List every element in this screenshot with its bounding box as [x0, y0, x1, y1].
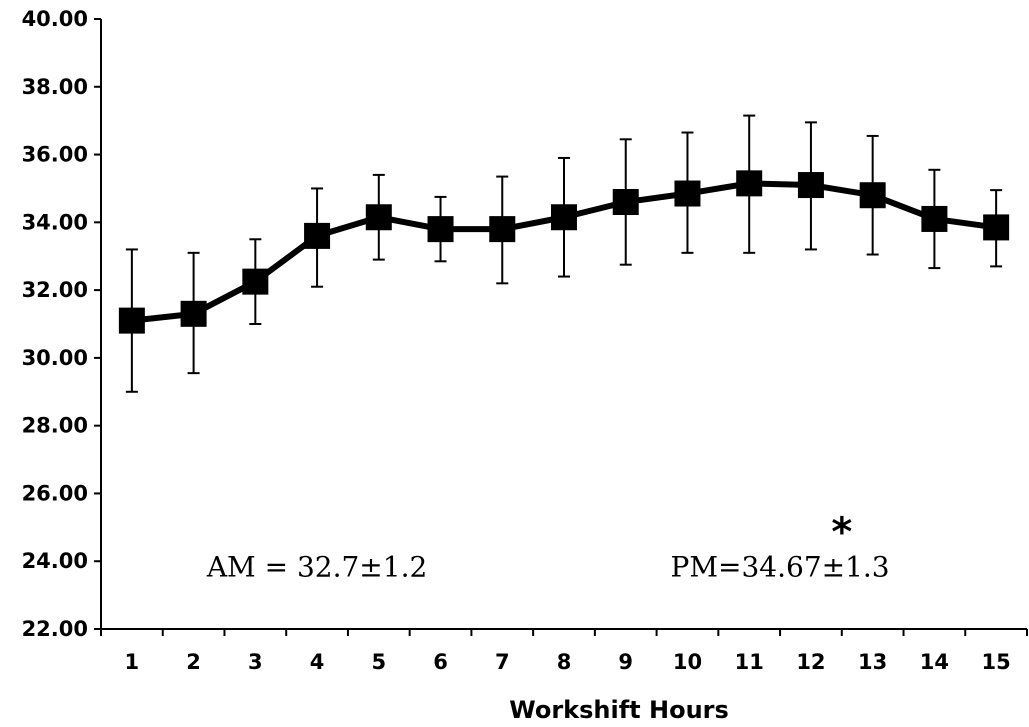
data-point-marker — [427, 216, 454, 243]
y-tick-label: 40.00 — [22, 7, 88, 31]
y-tick-label: 28.00 — [22, 414, 88, 438]
data-point-marker — [242, 268, 269, 295]
x-tick-label: 1 — [125, 650, 140, 674]
x-tick-label: 4 — [310, 650, 325, 674]
data-point-marker — [859, 182, 886, 209]
data-point-marker — [736, 170, 763, 197]
x-tick-label: 11 — [735, 650, 764, 674]
data-point-marker — [674, 180, 701, 207]
x-tick-label: 15 — [982, 650, 1011, 674]
y-tick-label: 30.00 — [22, 346, 88, 370]
x-tick-label: 6 — [433, 650, 448, 674]
y-tick-label: 24.00 — [22, 549, 88, 573]
y-tick-label: 38.00 — [22, 75, 88, 99]
data-point-marker — [180, 300, 207, 327]
data-point-marker — [489, 216, 516, 243]
data-point-marker — [797, 172, 824, 199]
data-point-marker — [365, 204, 392, 231]
x-tick-label: 14 — [920, 650, 949, 674]
x-tick-label: 7 — [495, 650, 510, 674]
y-tick-label: 26.00 — [22, 481, 88, 505]
significance-asterisk: * — [831, 509, 852, 555]
x-tick-label: 12 — [796, 650, 825, 674]
annotation-pm-mean: PM=34.67±1.3 — [671, 550, 890, 583]
data-point-marker — [612, 189, 639, 215]
x-tick-label: 13 — [858, 650, 887, 674]
data-point-marker — [118, 307, 145, 334]
data-point-marker — [921, 205, 948, 232]
y-tick-label: 22.00 — [22, 617, 88, 641]
x-tick-label: 8 — [557, 650, 572, 674]
x-tick-label: 9 — [618, 650, 633, 674]
annotation-am-mean: AM = 32.7±1.2 — [206, 550, 428, 583]
data-point-marker — [983, 214, 1010, 241]
x-tick-label: 2 — [186, 650, 201, 674]
data-point-marker — [304, 222, 331, 249]
x-tick-label: 10 — [673, 650, 702, 674]
y-tick-label: 34.00 — [22, 210, 88, 234]
x-axis-title: Workshift Hours — [509, 696, 729, 724]
x-tick-label: 3 — [248, 650, 263, 674]
y-tick-label: 36.00 — [22, 143, 88, 167]
y-tick-label: 32.00 — [22, 278, 88, 302]
data-point-marker — [551, 204, 577, 231]
x-tick-label: 5 — [371, 650, 386, 674]
